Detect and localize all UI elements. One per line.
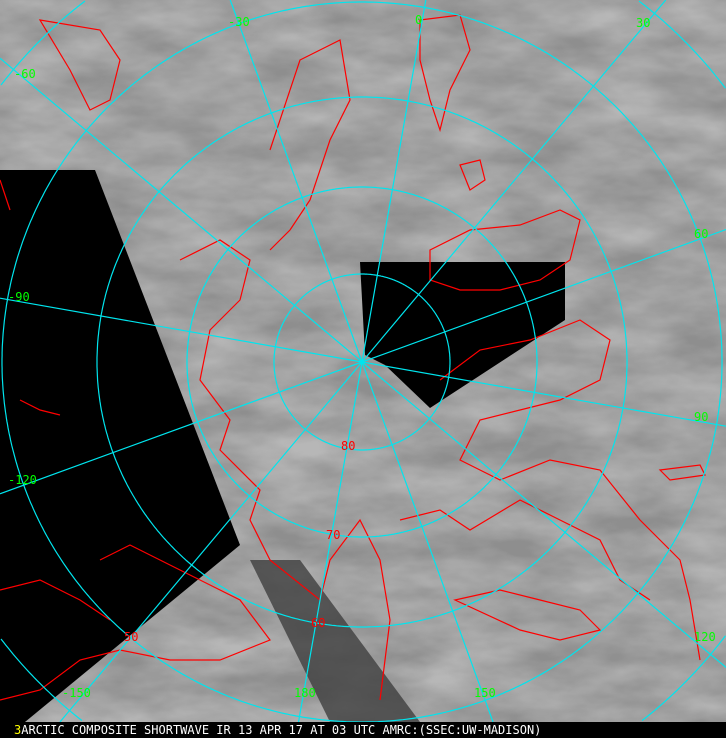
meridian-line (361, 361, 726, 668)
coastline (0, 179, 11, 211)
no-data-region-left (0, 170, 240, 722)
meridian-line (361, 0, 427, 363)
latitude-label: 70 (326, 528, 340, 542)
latitude-circle (186, 186, 538, 538)
coastline (38, 19, 121, 111)
latitude-circle (0, 0, 726, 721)
meridian-line (297, 361, 363, 722)
caption-text: ARCTIC COMPOSITE SHORTWAVE IR 13 APR 17 … (21, 723, 542, 737)
meridian-line (361, 361, 726, 427)
image-caption: 3ARCTIC COMPOSITE SHORTWAVE IR 13 APR 17… (0, 722, 726, 738)
latitude-circle (1, 1, 723, 722)
longitude-label: 0 (415, 13, 422, 27)
coastline (269, 39, 351, 251)
longitude-label: -90 (8, 290, 30, 304)
coastline (179, 239, 391, 701)
coastline (453, 589, 602, 641)
dark-swath (250, 560, 420, 722)
longitude-label: -60 (14, 67, 36, 81)
longitude-label: -30 (228, 15, 250, 29)
longitude-label: 120 (694, 630, 716, 644)
longitude-label: -150 (62, 686, 91, 700)
map-canvas: -30 0 30 -60 60 -90 90 -120 120 -150 180 150 80 70 60 5… (0, 0, 726, 722)
longitude-label: 60 (694, 227, 708, 241)
meridian-line (361, 0, 667, 363)
coastline (399, 499, 651, 601)
longitude-label: 90 (694, 410, 708, 424)
no-data-region-center (360, 262, 565, 408)
latitude-label: 50 (124, 630, 138, 644)
meridian-line (59, 361, 363, 722)
longitude-label: 30 (636, 16, 650, 30)
coastline (0, 544, 271, 701)
longitude-label: 180 (294, 686, 316, 700)
coastline (19, 399, 61, 416)
coastline (459, 159, 486, 191)
meridian-line (361, 361, 494, 722)
longitude-label: -120 (8, 473, 37, 487)
coastline (439, 319, 701, 661)
meridian-line (361, 228, 726, 363)
longitude-label: 150 (474, 686, 496, 700)
frame-number: 3 (14, 723, 22, 737)
latitude-label: 80 (341, 439, 355, 453)
lat-lon-grid (0, 0, 726, 722)
meridian-line (0, 297, 363, 363)
latitude-circle (96, 96, 628, 628)
coastline (0, 579, 111, 621)
meridian-line (0, 361, 363, 495)
meridian-line (229, 0, 363, 363)
coastline (429, 209, 581, 291)
coastline (658, 464, 706, 481)
meridian-line (0, 57, 363, 363)
latitude-label: 60 (311, 616, 325, 630)
latitude-circle (273, 273, 451, 451)
